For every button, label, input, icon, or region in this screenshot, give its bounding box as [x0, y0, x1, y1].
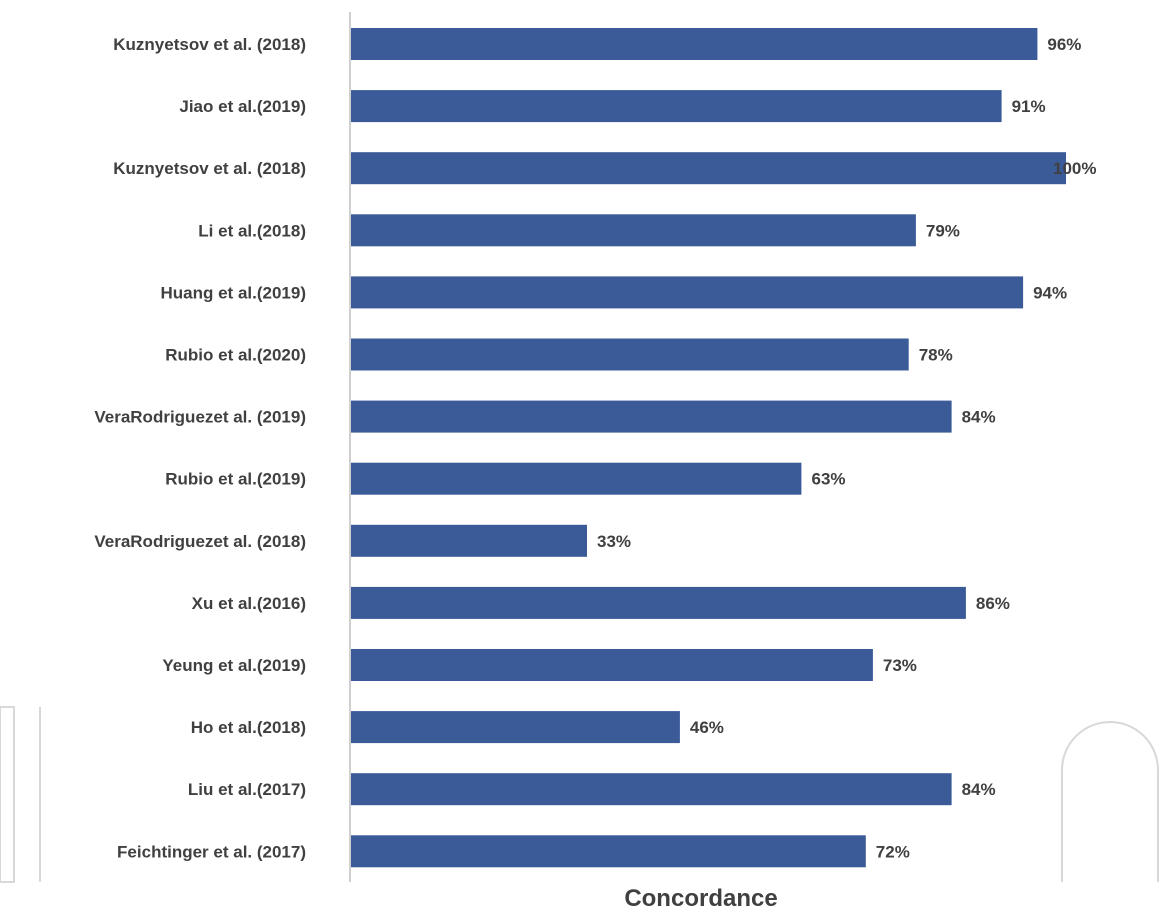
data-label: 91%	[1012, 97, 1046, 116]
bar	[351, 711, 680, 744]
data-label: 73%	[883, 656, 917, 675]
data-label: 72%	[876, 842, 910, 861]
bar	[351, 28, 1038, 60]
data-label: 100%	[1053, 159, 1096, 178]
watermark-logo	[0, 706, 1159, 883]
x-axis-title: Concordance	[624, 885, 777, 912]
bars-layer: Kuznyetsov et al. (2018) 96% Jiao et al.(2…	[94, 28, 1096, 868]
data-label: 86%	[976, 594, 1010, 613]
bar	[351, 338, 909, 371]
data-label: 84%	[962, 780, 996, 799]
bar	[351, 773, 952, 806]
data-label: 96%	[1047, 35, 1081, 54]
data-label: 84%	[962, 408, 996, 427]
category-label: VeraRodriguezet al. (2019)	[94, 408, 306, 427]
category-label: Ho et al.(2018)	[191, 718, 306, 737]
data-label: 79%	[926, 221, 960, 240]
bar	[351, 835, 866, 868]
bar	[351, 214, 916, 247]
bar	[351, 400, 952, 433]
category-label: Kuznyetsov et al. (2018)	[113, 159, 306, 178]
category-label: Kuznyetsov et al. (2018)	[113, 35, 306, 54]
data-label: 33%	[597, 532, 631, 551]
bar	[351, 462, 802, 495]
category-label: Jiao et al.(2019)	[179, 97, 306, 116]
data-label: 63%	[812, 470, 846, 489]
category-label: Liu et al.(2017)	[188, 780, 306, 799]
category-label: Feichtinger et al. (2017)	[117, 842, 306, 861]
data-label: 78%	[919, 346, 953, 365]
bar	[351, 90, 1002, 123]
category-label: Rubio et al.(2020)	[165, 346, 306, 365]
data-label: 94%	[1033, 283, 1067, 302]
category-label: Huang et al.(2019)	[161, 283, 307, 302]
bar	[351, 586, 966, 619]
category-label: Xu et al.(2016)	[192, 594, 306, 613]
category-label: Li et al.(2018)	[198, 221, 306, 240]
data-label: 46%	[690, 718, 724, 737]
bar	[351, 276, 1024, 309]
bar	[351, 152, 1066, 185]
category-label: VeraRodriguezet al. (2018)	[94, 532, 306, 551]
bar	[351, 649, 873, 681]
category-label: Rubio et al.(2019)	[165, 470, 306, 489]
bar	[351, 524, 587, 557]
category-label: Yeung et al.(2019)	[162, 656, 306, 675]
